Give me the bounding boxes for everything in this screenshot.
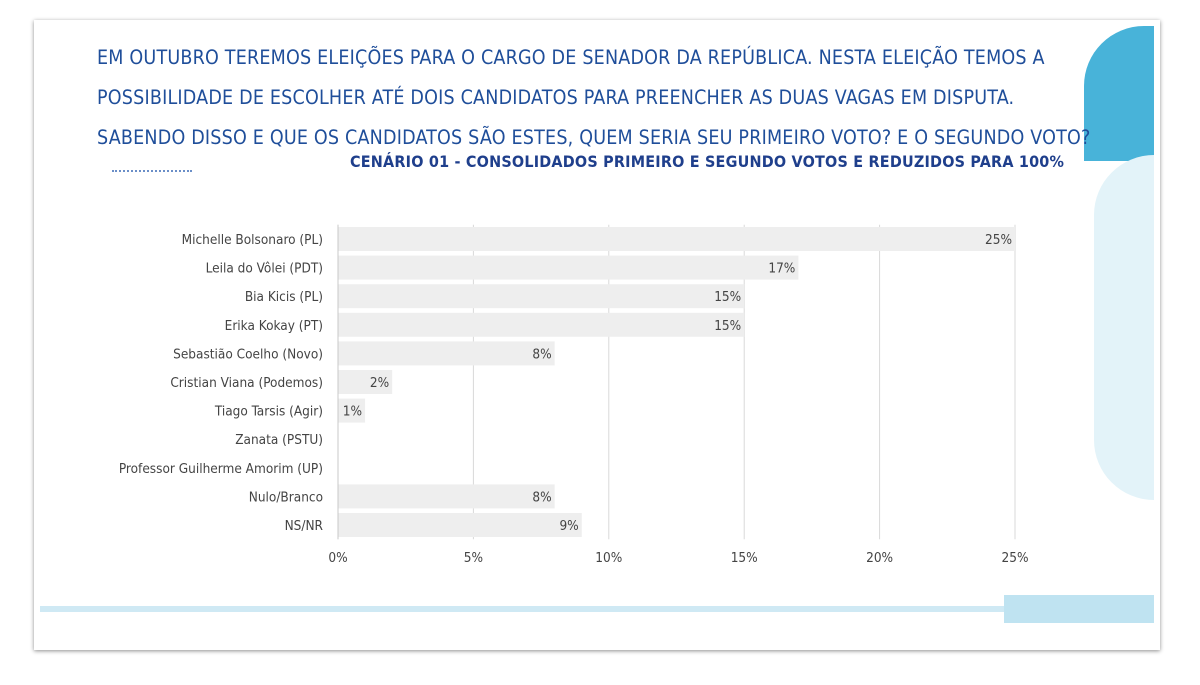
- bar: [338, 227, 1015, 251]
- data-label: 8%: [532, 489, 551, 505]
- data-label: 2%: [370, 375, 389, 391]
- data-label: 1%: [343, 404, 362, 420]
- bottom-stripe: [40, 606, 1100, 612]
- x-tick-label: 5%: [464, 550, 483, 566]
- bottom-accent-block: [1004, 595, 1154, 623]
- dotted-divider: [112, 170, 192, 172]
- category-label: Sebastião Coelho (Novo): [173, 346, 323, 362]
- bar: [338, 341, 555, 366]
- survey-question: EM OUTUBRO TEREMOS ELEIÇÕES PARA O CARGO…: [97, 38, 1091, 158]
- x-tick-label: 15%: [731, 550, 758, 566]
- category-label: NS/NR: [285, 518, 324, 534]
- data-label: 17%: [768, 261, 795, 277]
- data-label: 15%: [714, 289, 741, 305]
- category-label: Professor Guilherme Amorim (UP): [119, 461, 323, 477]
- x-tick-label: 25%: [1002, 550, 1029, 566]
- bar: [338, 370, 393, 394]
- bar: [338, 255, 799, 280]
- bar: [338, 484, 555, 509]
- slide: EM OUTUBRO TEREMOS ELEIÇÕES PARA O CARGO…: [34, 20, 1160, 650]
- bar: [338, 284, 745, 309]
- bar: [338, 513, 582, 537]
- decorative-shape-side: [1094, 155, 1154, 500]
- data-label: 8%: [532, 346, 551, 362]
- question-line: EM OUTUBRO TEREMOS ELEIÇÕES PARA O CARGO…: [97, 46, 1045, 69]
- decorative-shape-top: [1084, 26, 1154, 161]
- bar: [338, 398, 366, 423]
- category-label: Michelle Bolsonaro (PL): [182, 232, 323, 248]
- bar: [338, 312, 745, 337]
- category-label: Cristian Viana (Podemos): [170, 375, 323, 391]
- category-label: Nulo/Branco: [249, 489, 323, 505]
- category-label: Zanata (PSTU): [235, 432, 323, 448]
- x-tick-label: 20%: [866, 550, 893, 566]
- category-label: Erika Kokay (PT): [225, 318, 323, 334]
- chart-title: CENÁRIO 01 - CONSOLIDADOS PRIMEIRO E SEG…: [350, 152, 1065, 171]
- category-label: Bia Kicis (PL): [245, 289, 323, 305]
- data-label: 15%: [714, 318, 741, 334]
- x-tick-label: 0%: [328, 550, 347, 566]
- question-line: SABENDO DISSO E QUE OS CANDIDATOS SÃO ES…: [97, 126, 1091, 149]
- category-label: Tiago Tarsis (Agir): [214, 404, 323, 420]
- data-label: 25%: [985, 232, 1012, 248]
- data-label: 9%: [559, 518, 578, 534]
- category-label: Leila do Vôlei (PDT): [206, 261, 323, 277]
- question-line: POSSIBILIDADE DE ESCOLHER ATÉ DOIS CANDI…: [97, 86, 1015, 109]
- x-tick-label: 10%: [595, 550, 622, 566]
